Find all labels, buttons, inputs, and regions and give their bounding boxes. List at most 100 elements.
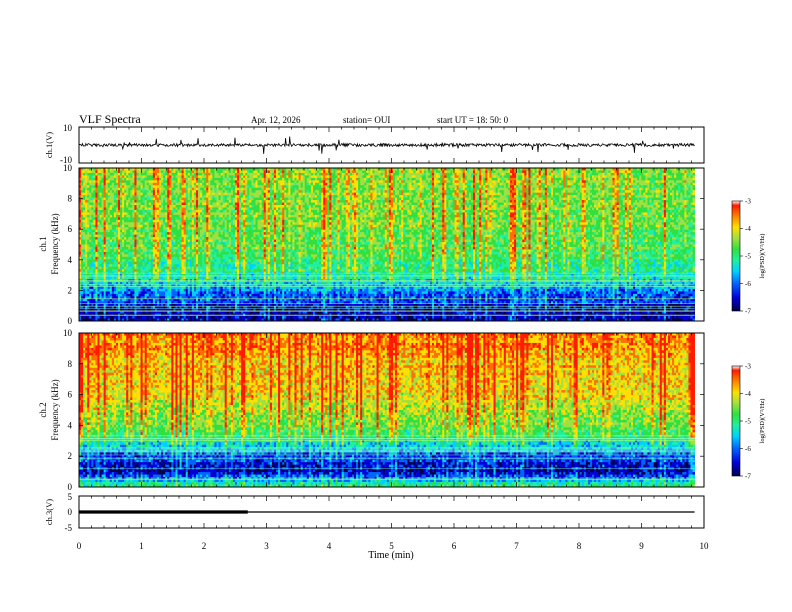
spectrogram-cell: [368, 195, 371, 198]
spectrogram-cell: [288, 180, 291, 184]
spectrogram-cell: [670, 182, 673, 186]
spectrogram-cell: [403, 195, 406, 198]
spectrogram-cell: [175, 187, 178, 191]
spectrogram-cell: [409, 170, 412, 174]
spectrogram-cell: [483, 197, 486, 201]
spectrogram-cell: [557, 195, 560, 198]
spectrogram-cell: [577, 197, 581, 201]
spectrogram-cell: [198, 202, 201, 206]
spectrogram-cell: [101, 205, 104, 208]
spectrogram-cell: [440, 170, 443, 174]
spectrogram-cell: [331, 200, 334, 203]
spectrogram-cell: [427, 175, 431, 179]
spectrogram-cell: [249, 185, 252, 189]
spectrogram-cell: [269, 182, 273, 186]
spectrogram-cell: [503, 197, 507, 201]
spectrogram-cell: [105, 182, 109, 186]
spectrogram-cell: [325, 180, 328, 184]
spectrogram-cell: [589, 170, 593, 174]
spectrogram-cell: [370, 177, 373, 181]
spectrogram-cell: [483, 190, 486, 194]
spectrogram-cell: [85, 202, 88, 206]
spectrogram-cell: [395, 177, 398, 181]
spectrogram-cell: [678, 197, 681, 201]
spectrogram-cell: [522, 168, 525, 171]
spectrogram-cell: [247, 177, 250, 181]
spectrogram-cell: [284, 205, 287, 208]
spectrogram-cell: [473, 182, 476, 186]
spectrogram-cell: [331, 195, 334, 198]
spectrogram-cell: [175, 175, 178, 179]
spectrogram-cell: [446, 182, 449, 186]
spectrogram-cell: [278, 170, 281, 174]
spectrogram-cell: [386, 170, 390, 174]
spectrogram-cell: [546, 170, 550, 174]
spectrogram-cell: [536, 177, 540, 181]
spectrogram-cell: [185, 177, 189, 181]
spectrogram-cell: [600, 182, 603, 186]
spectrogram-cell: [470, 185, 474, 189]
spectrogram-cell: [581, 187, 585, 191]
spectrogram-cell: [165, 182, 168, 186]
spectrogram-cell: [475, 192, 478, 196]
spectrogram-cell: [614, 168, 617, 171]
spectrogram-cell: [454, 170, 457, 174]
spectrogram-cell: [616, 197, 620, 201]
spectrogram-cell: [218, 197, 221, 201]
spectrogram-cell: [198, 195, 201, 198]
spectrogram-cell: [183, 177, 187, 181]
spectrogram-cell: [655, 187, 659, 191]
spectrogram-cell: [612, 185, 615, 189]
spectrogram-cell: [173, 180, 176, 184]
spectrogram-cell: [314, 197, 318, 201]
spectrogram-cell: [468, 187, 472, 191]
spectrogram-cell: [374, 190, 377, 194]
spectrogram-cell: [191, 170, 195, 174]
spectrogram-cell: [183, 175, 187, 179]
spectrogram-cell: [234, 182, 238, 186]
spectrogram-cell: [130, 195, 133, 198]
spectrogram-cell: [657, 200, 661, 203]
spectrogram-cell: [124, 185, 127, 189]
spectrogram-cell: [399, 172, 402, 176]
spectrogram-cell: [347, 197, 351, 201]
spectrogram-cell: [454, 190, 457, 194]
spectrogram-cell: [282, 182, 285, 186]
spectrogram-cell: [569, 205, 572, 208]
spectrogram-cell: [470, 197, 474, 201]
spectrogram-cell: [237, 207, 240, 211]
spectrogram-cell: [173, 195, 176, 198]
spectrogram-cell: [87, 182, 90, 186]
spectrogram-cell: [302, 195, 306, 198]
spectrogram-cell: [376, 205, 379, 208]
spectrogram-cell: [321, 205, 324, 208]
spectrogram-cell: [507, 185, 511, 189]
spectrogram-cell: [516, 170, 519, 174]
spectrogram-cell: [427, 197, 431, 201]
spectrogram-cell: [462, 197, 466, 201]
spectrogram-cell: [107, 202, 111, 206]
spectrogram-cell: [409, 185, 412, 189]
spectrogram-cell: [187, 200, 191, 203]
spectrogram-cell: [271, 197, 275, 201]
spectrogram-cell: [95, 205, 98, 208]
spectrogram-cell: [230, 187, 234, 191]
spectrogram-cell: [411, 205, 414, 208]
spectrogram-cell: [530, 175, 533, 179]
spectrogram-cell: [314, 177, 318, 181]
spectrogram-cell: [505, 192, 509, 196]
spectrogram-cell: [372, 180, 375, 184]
spectrogram-cell: [684, 190, 687, 194]
spectrogram-cell: [536, 170, 540, 174]
spectrogram-cell: [637, 182, 640, 186]
spectrogram-cell: [335, 182, 338, 186]
spectrogram-cell: [665, 187, 669, 191]
spectrogram-cell: [575, 195, 578, 198]
spectrogram-cell: [665, 197, 669, 201]
spectrogram-cell: [89, 168, 92, 171]
spectrogram-cell: [146, 192, 150, 196]
spectrogram-cell: [142, 175, 146, 179]
spectrogram-cell: [516, 177, 519, 181]
spectrogram-cell: [216, 190, 219, 194]
spectrogram-cell: [206, 187, 209, 191]
